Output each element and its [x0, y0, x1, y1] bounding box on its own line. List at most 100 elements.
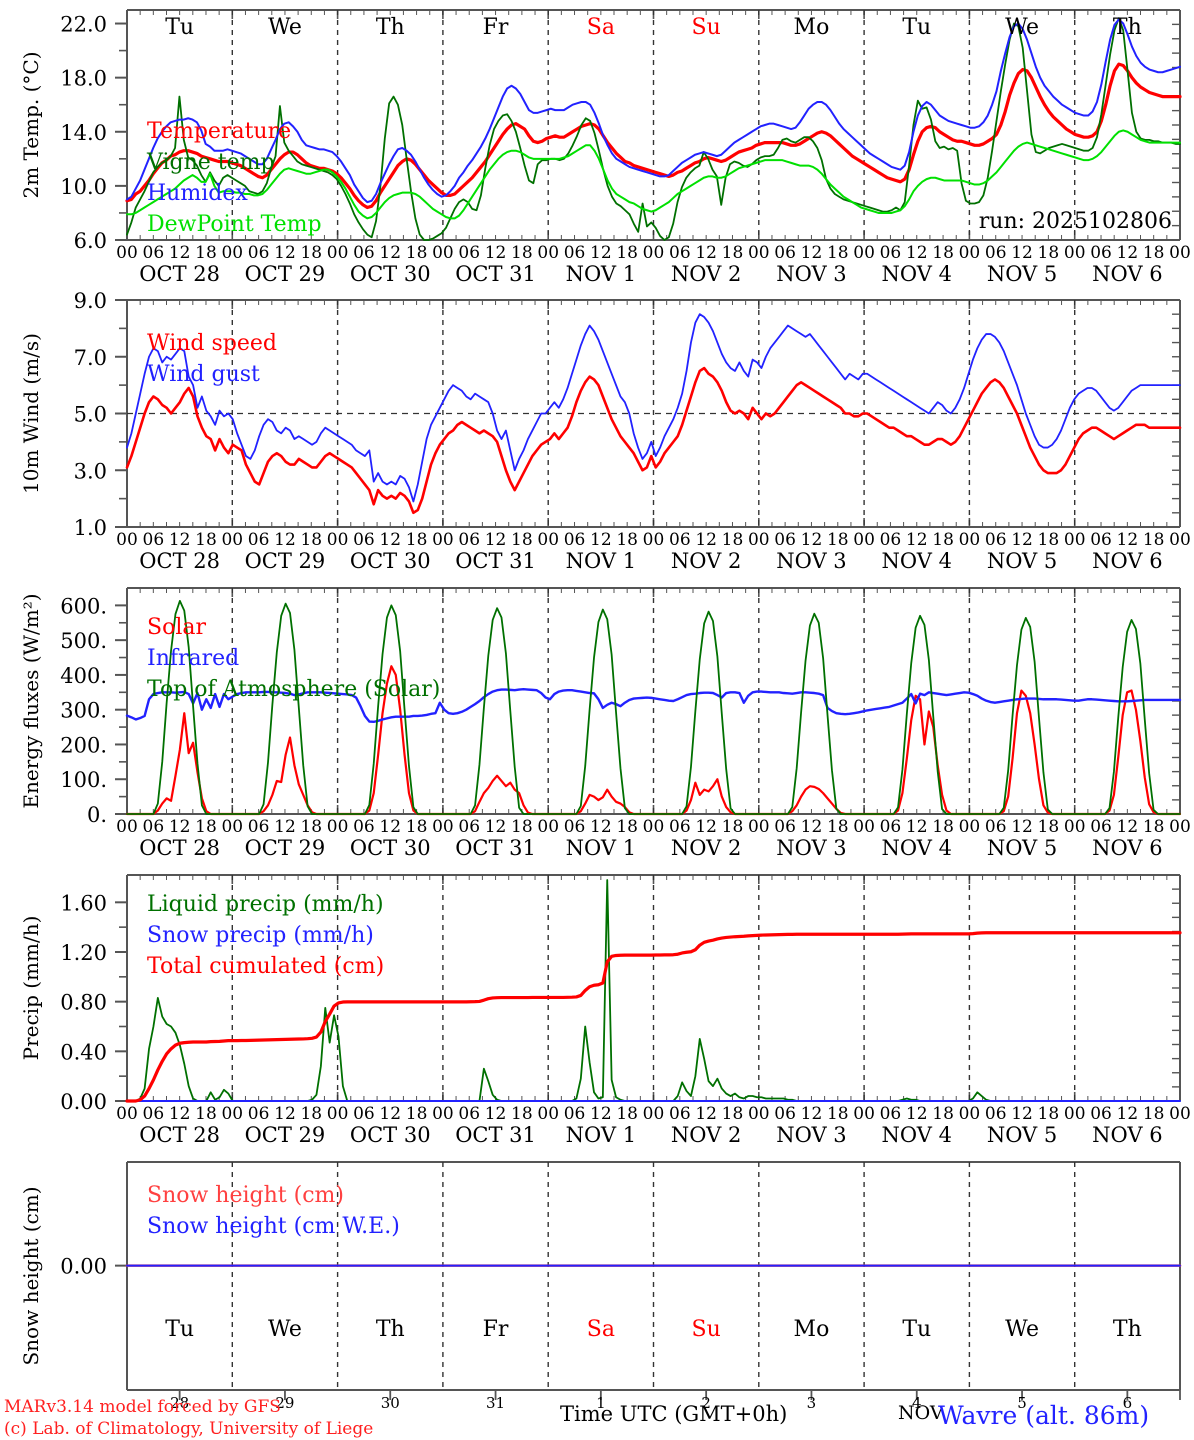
xtick-hour: 18: [406, 1104, 428, 1124]
xtick-hour: 06: [1090, 530, 1112, 550]
xtick-hour: 12: [801, 817, 823, 837]
panel-wind: 1.0 3.0 5.0 7.0 9.0 10m Wind (m/s) Wind speed W…: [19, 289, 1191, 573]
xtick-hour: 12: [169, 1104, 191, 1124]
xtick-hour: 06: [880, 817, 902, 837]
series-temperature-1: [126, 17, 1181, 241]
dow-label: Fr: [483, 15, 509, 40]
xtick-hour: 18: [616, 817, 638, 837]
xdate-label: NOV 5: [987, 549, 1057, 573]
xtick-hour: 06: [353, 817, 375, 837]
ytick-label: 10.0: [60, 175, 107, 199]
station-label: Wavre (alt. 86m): [938, 1401, 1149, 1430]
series-energy-1: [125, 687, 1182, 724]
ytick-label: 100.: [60, 768, 107, 792]
xdate-label: NOV 4: [882, 836, 952, 860]
dow-label: We: [268, 15, 302, 40]
xtick-hour: 00: [221, 817, 243, 837]
axis-title-precip: Precip (mm/h): [19, 916, 43, 1061]
dow-label: Sa: [587, 15, 615, 40]
xtick-hour: 12: [274, 243, 296, 263]
xtick-hour: 18: [1143, 530, 1165, 550]
xdate-label: NOV 2: [671, 262, 741, 286]
xtick-hour: 12: [379, 530, 401, 550]
daynum-label: 3: [807, 1394, 817, 1412]
daynum-label: 28: [170, 1394, 189, 1412]
footer-model: MARv3.14 model forced by GFS: [4, 1397, 281, 1417]
xtick-hour: 12: [1117, 243, 1139, 263]
xtick-hour: 12: [1117, 1104, 1139, 1124]
xtick-hour: 00: [643, 817, 665, 837]
panel-snow: 0.00 Snow height (cm) Snow height (cm) Snow…: [19, 1161, 1182, 1412]
xtick-hour: 12: [1117, 530, 1139, 550]
xtick-hour: 18: [1143, 1104, 1165, 1124]
xtick-hour: 12: [1011, 1104, 1033, 1124]
xtick-hour: 00: [116, 1104, 138, 1124]
xtick-hour: 06: [669, 817, 691, 837]
series-temperature-2: [126, 18, 1181, 204]
time-axis-label: Time UTC (GMT+0h): [560, 1402, 787, 1426]
ytick-label: 5.0: [74, 403, 107, 427]
ytick-label: 0.: [87, 803, 107, 827]
xdate-label: OCT 30: [350, 262, 431, 286]
xtick-hour: 18: [300, 1104, 322, 1124]
xtick-hour: 18: [511, 817, 533, 837]
xtick-hour: 12: [485, 243, 507, 263]
legend-snow-1: Snow height (cm W.E.): [147, 1214, 400, 1239]
xtick-hour: 00: [853, 243, 875, 263]
xdate-label: NOV 2: [671, 836, 741, 860]
xtick-hour: 00: [748, 530, 770, 550]
legend-precip-2: Total cumulated (cm): [147, 954, 384, 979]
xtick-hour: 06: [458, 530, 480, 550]
xtick-hour: 18: [616, 243, 638, 263]
xtick-hour: 00: [1064, 817, 1086, 837]
xtick-hour: 12: [801, 1104, 823, 1124]
xtick-hour: 00: [327, 1104, 349, 1124]
xtick-hour: 06: [985, 1104, 1007, 1124]
xtick-hour: 06: [669, 530, 691, 550]
xdate-label: NOV 6: [1092, 549, 1162, 573]
legend-energy-2: Top of Atmosphere (Solar): [147, 677, 440, 702]
xtick-hour: 12: [590, 1104, 612, 1124]
ytick-label: 600.: [60, 594, 107, 618]
xtick-hour: 12: [695, 1104, 717, 1124]
dow-label: We: [1005, 1317, 1039, 1342]
daynum-label: 31: [486, 1394, 505, 1412]
xtick-hour: 00: [959, 530, 981, 550]
xtick-hour: 12: [485, 1104, 507, 1124]
ytick-label: 0.40: [60, 1040, 107, 1064]
xtick-hour: 06: [353, 530, 375, 550]
xdate-label: OCT 31: [455, 262, 536, 286]
xdate-label: OCT 31: [455, 836, 536, 860]
xtick-hour: 06: [458, 1104, 480, 1124]
xtick-hour: 00: [748, 243, 770, 263]
daynum-label: 30: [381, 1394, 400, 1412]
xdate-label: NOV 3: [776, 549, 846, 573]
xtick-hour: 06: [143, 530, 165, 550]
legend-wind-0: Wind speed: [147, 331, 277, 356]
xdate-label: OCT 29: [245, 549, 326, 573]
dow-label: Th: [376, 15, 405, 40]
xtick-hour: 12: [906, 1104, 928, 1124]
xtick-hour: 06: [880, 1104, 902, 1124]
legend-energy-1: Infrared: [147, 646, 239, 671]
dow-label: Th: [1113, 15, 1142, 40]
xtick-hour: 00: [537, 243, 559, 263]
xtick-hour: 00: [1169, 817, 1191, 837]
xtick-hour: 00: [853, 530, 875, 550]
xtick-hour: 18: [932, 1104, 954, 1124]
legend-wind-1: Wind gust: [147, 362, 260, 387]
daynum-label: 5: [1017, 1394, 1027, 1412]
xtick-hour: 06: [985, 817, 1007, 837]
dow-label: We: [268, 1317, 302, 1342]
xtick-hour: 00: [748, 817, 770, 837]
xtick-hour: 12: [169, 243, 191, 263]
xtick-hour: 00: [432, 530, 454, 550]
xtick-hour: 00: [116, 817, 138, 837]
xdate-label: NOV 2: [671, 549, 741, 573]
xtick-hour: 06: [248, 1104, 270, 1124]
xtick-hour: 12: [695, 817, 717, 837]
xdate-label: OCT 30: [350, 1123, 431, 1147]
xtick-hour: 00: [643, 530, 665, 550]
xtick-hour: 18: [511, 1104, 533, 1124]
xtick-hour: 18: [616, 530, 638, 550]
